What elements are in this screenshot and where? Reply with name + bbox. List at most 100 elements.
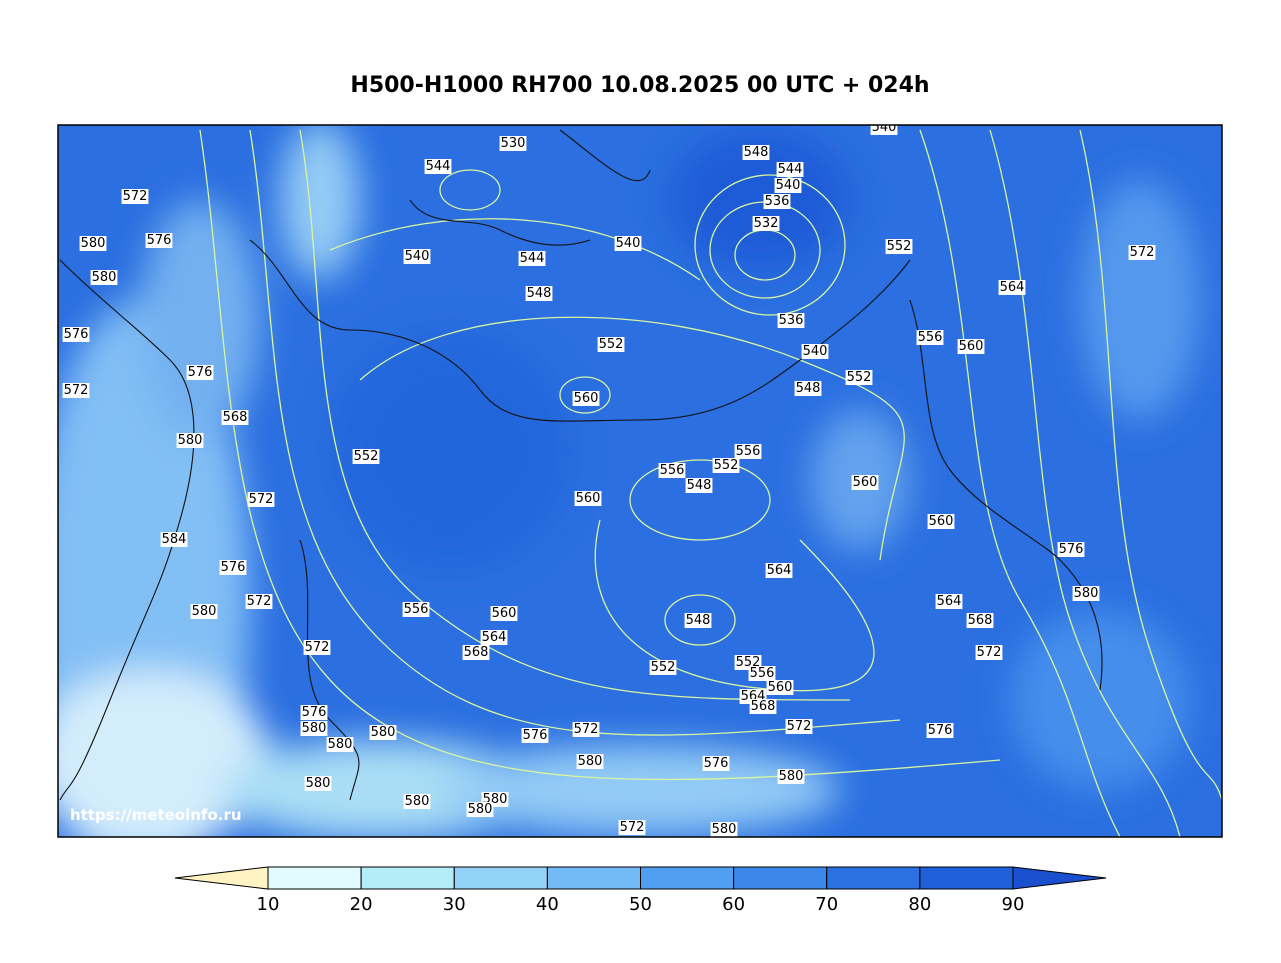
contour-label-bg [766, 680, 794, 695]
contour-label-bg [927, 514, 955, 529]
contour-label: 552 [714, 458, 739, 473]
contour-label: 564 [937, 594, 962, 609]
contour-label-bg [79, 236, 107, 251]
contour-label-bg [926, 723, 954, 738]
contour-label-bg [352, 449, 380, 464]
contour-label: 580 [192, 604, 217, 619]
contour-label: 560 [576, 491, 601, 506]
contour-label-bg [518, 251, 546, 266]
contour-label: 552 [599, 337, 624, 352]
contour-label: 572 [64, 383, 89, 398]
contour-label-bg [785, 719, 813, 734]
contour-label: 548 [686, 613, 711, 628]
contour-label-bg [885, 239, 913, 254]
contour-label: 580 [178, 433, 203, 448]
contour-label: 530 [501, 136, 526, 151]
contour-label-bg [190, 604, 218, 619]
contour-label-bg [572, 722, 600, 737]
contour-label-bg [480, 630, 508, 645]
contour-label: 532 [754, 216, 779, 231]
contour-label: 560 [929, 514, 954, 529]
contour-label: 576 [147, 233, 172, 248]
contour-label-bg [614, 236, 642, 251]
contour-label-bg [176, 433, 204, 448]
contour-label: 568 [464, 645, 489, 660]
colorbar-tick-label: 80 [908, 894, 931, 915]
contour-label: 548 [687, 478, 712, 493]
colorbar-segment [640, 866, 735, 890]
contour-label-bg [777, 769, 805, 784]
contour-label: 580 [405, 794, 430, 809]
contour-label-bg [685, 478, 713, 493]
contour-label: 576 [302, 705, 327, 720]
contour-label: 560 [959, 339, 984, 354]
contour-label-bg [1057, 542, 1085, 557]
contour-label: 556 [750, 666, 775, 681]
contour-label: 572 [123, 189, 148, 204]
colorbar-segment [453, 866, 548, 890]
contour-label-bg [403, 249, 431, 264]
contour-label-bg [303, 640, 331, 655]
colorbar-tick-label: 60 [722, 894, 745, 915]
contour-label: 580 [468, 802, 493, 817]
contour-label-bg [145, 233, 173, 248]
contour-label-bg [966, 613, 994, 628]
contour-label-bg [684, 613, 712, 628]
contour-label: 560 [768, 680, 793, 695]
contour-label: 568 [968, 613, 993, 628]
contour-label-bg [975, 645, 1003, 660]
contour-label-bg [597, 337, 625, 352]
contour-label-bg [845, 370, 873, 385]
contour-label-bg [710, 822, 738, 837]
contour-label: 572 [305, 640, 330, 655]
contour-label: 580 [371, 725, 396, 740]
contour-label-bg [851, 475, 879, 490]
contour-label: 576 [221, 560, 246, 575]
contour-label: 572 [574, 722, 599, 737]
contour-label-bg [574, 491, 602, 506]
contour-label-bg [712, 458, 740, 473]
contour-label-bg [121, 189, 149, 204]
contour-label: 552 [847, 370, 872, 385]
colorbar-segment [546, 866, 641, 890]
contour-label: 560 [853, 475, 878, 490]
contour-label: 552 [354, 449, 379, 464]
contour-label-bg [618, 820, 646, 835]
colorbar-extend-low [174, 866, 269, 890]
colorbar-segment [826, 866, 921, 890]
contour-label: 580 [81, 236, 106, 251]
map-title: H500-H1000 RH700 10.08.2025 00 UTC + 024… [350, 73, 929, 98]
contour-label: 576 [188, 365, 213, 380]
colorbar-tick-label: 20 [350, 894, 373, 915]
contour-label-bg [794, 381, 822, 396]
contour-label-bg [870, 125, 898, 135]
contour-label-bg [742, 145, 770, 160]
contour-label-bg [186, 365, 214, 380]
contour-label: 584 [162, 532, 187, 547]
contour-label-bg [304, 776, 332, 791]
contour-label-bg [160, 532, 188, 547]
contour-label-bg [499, 136, 527, 151]
contour-label: 572 [249, 492, 274, 507]
colorbar-tick-label: 30 [443, 894, 466, 915]
contour-label: 580 [779, 769, 804, 784]
contour-label-bg [247, 492, 275, 507]
contour-label-bg [957, 339, 985, 354]
contour-label: 560 [492, 606, 517, 621]
contour-label: 560 [574, 391, 599, 406]
contour-label: 544 [778, 162, 803, 177]
contour-label-bg [326, 737, 354, 752]
colorbar-segment [267, 866, 362, 890]
contour-label-bg [462, 645, 490, 660]
contour-label-bg [572, 391, 600, 406]
contour-label: 552 [887, 239, 912, 254]
contour-label: 564 [767, 563, 792, 578]
contour-label: 540 [776, 178, 801, 193]
contour-label-bg [219, 560, 247, 575]
contour-label-bg [245, 594, 273, 609]
contour-label-bg [525, 286, 553, 301]
contour-label: 572 [620, 820, 645, 835]
contour-label: 580 [578, 754, 603, 769]
